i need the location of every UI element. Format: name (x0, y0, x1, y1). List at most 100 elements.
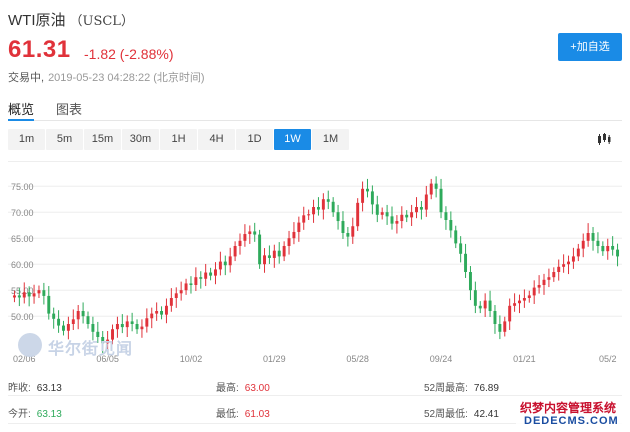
x-tick-label: 06/05 (96, 354, 119, 364)
candle-body (478, 305, 482, 309)
y-tick-label: 55.00 (11, 286, 34, 296)
candle-body (115, 324, 119, 330)
candle-body (424, 194, 428, 210)
candle-body (238, 240, 242, 246)
candle-body (160, 311, 164, 315)
candle-body (62, 325, 65, 331)
candle-body (395, 221, 399, 224)
y-tick-label: 65.00 (11, 234, 34, 244)
candle-body (385, 212, 389, 217)
stat-high: 最高: 63.00 (216, 383, 270, 394)
candle-body (96, 331, 100, 337)
instrument-name: WTI原油 (8, 12, 66, 29)
watermark-line1: 织梦内容管理系统 (520, 401, 617, 415)
candle-body (341, 221, 345, 233)
candlestick-chart[interactable]: 75.00 70.00 65.00 60.00 55.00 50.00 02/06 06/05… (8, 162, 622, 368)
candle-body (527, 295, 531, 298)
logo-mark-icon (18, 333, 42, 357)
candle-body (326, 199, 330, 202)
candle-body (611, 246, 615, 250)
candle-body (125, 321, 129, 328)
candle-body (498, 324, 502, 332)
x-tick-label: 01/21 (513, 354, 536, 364)
instrument-code: （USCL） (69, 14, 134, 29)
add-watchlist-button[interactable]: +加自选 (558, 33, 622, 61)
candle-body (380, 212, 384, 215)
candle-body (434, 183, 438, 189)
candle-body (522, 298, 526, 301)
period-15m-button[interactable]: 15m (84, 129, 121, 150)
candle-body (410, 212, 414, 218)
stat-52w-high: 52周最高: 76.89 (424, 383, 499, 394)
period-1d-button[interactable]: 1D (236, 129, 273, 150)
period-1mo-button[interactable]: 1M (312, 129, 349, 150)
candle-body (57, 318, 61, 326)
candle-body (302, 215, 306, 223)
candle-body (52, 313, 56, 319)
site-watermark: 织梦内容管理系统 DEDECMS.COM (516, 397, 630, 431)
candle-body (282, 246, 286, 257)
candle-body (263, 255, 266, 265)
candle-body (120, 324, 124, 328)
tab-overview[interactable]: 概览 (8, 99, 35, 121)
candle-body (429, 183, 433, 195)
y-tick-label: 50.00 (11, 312, 34, 322)
period-1w-button[interactable]: 1W (274, 129, 311, 150)
candle-body (439, 188, 443, 213)
candle-body (493, 311, 497, 324)
candle-body (47, 295, 51, 314)
candle-body (86, 316, 90, 324)
candle-body (601, 246, 605, 252)
candle-body (218, 261, 222, 270)
x-tick-label: 05/28 (346, 354, 369, 364)
candle-body (581, 240, 585, 249)
period-1h-button[interactable]: 1H (160, 129, 197, 150)
candle-body (591, 233, 595, 241)
period-4h-button[interactable]: 4H (198, 129, 235, 150)
candle-body (483, 300, 487, 309)
stat-open: 今开: 63.13 (8, 409, 62, 420)
candle-body (532, 287, 536, 296)
candle-body (552, 272, 556, 278)
candle-body (557, 266, 561, 272)
candle-body (81, 311, 85, 317)
candle-body (547, 277, 551, 280)
x-tick-label: 02/06 (13, 354, 36, 364)
price-chart[interactable]: 75.00 70.00 65.00 60.00 55.00 50.00 02/06 06/05… (8, 161, 622, 367)
candle-body (503, 321, 507, 332)
stats-divider (8, 395, 622, 396)
candle-body (415, 207, 418, 213)
candle-body (390, 216, 394, 224)
tab-bar: 概览 图表 (8, 99, 622, 121)
candle-body (27, 292, 31, 297)
candlestick-icon[interactable] (597, 132, 611, 146)
candle-body (42, 290, 46, 296)
candle-body (366, 188, 369, 192)
candle-body (140, 326, 144, 330)
candle-body (258, 234, 262, 265)
stats-divider (8, 423, 622, 424)
candle-body (233, 246, 237, 257)
x-tick-label: 09/24 (430, 354, 453, 364)
trading-status: 交易中, 2019-05-23 04:28:22 (北京时间) (8, 69, 205, 85)
period-1m-button[interactable]: 1m (8, 129, 45, 150)
candle-body (370, 191, 374, 205)
candle-body (562, 264, 566, 267)
candle-body (312, 207, 316, 215)
y-tick-label: 60.00 (11, 260, 34, 270)
candle-body (400, 214, 404, 222)
period-30m-button[interactable]: 30m (122, 129, 159, 150)
period-5m-button[interactable]: 5m (46, 129, 83, 150)
watermark-line2: DEDECMS.COM (524, 415, 619, 427)
candle-body (169, 298, 173, 306)
logo-text: 华尔街见闻 (48, 341, 134, 358)
x-tick-label: 01/29 (263, 354, 286, 364)
candle-body (292, 231, 296, 239)
tab-chart[interactable]: 图表 (56, 102, 83, 117)
candle-body (508, 305, 512, 322)
candle-body (91, 324, 95, 332)
candle-body (468, 272, 472, 291)
candle-body (209, 272, 213, 276)
last-price: 61.31 (8, 36, 71, 63)
candle-body (356, 202, 360, 227)
